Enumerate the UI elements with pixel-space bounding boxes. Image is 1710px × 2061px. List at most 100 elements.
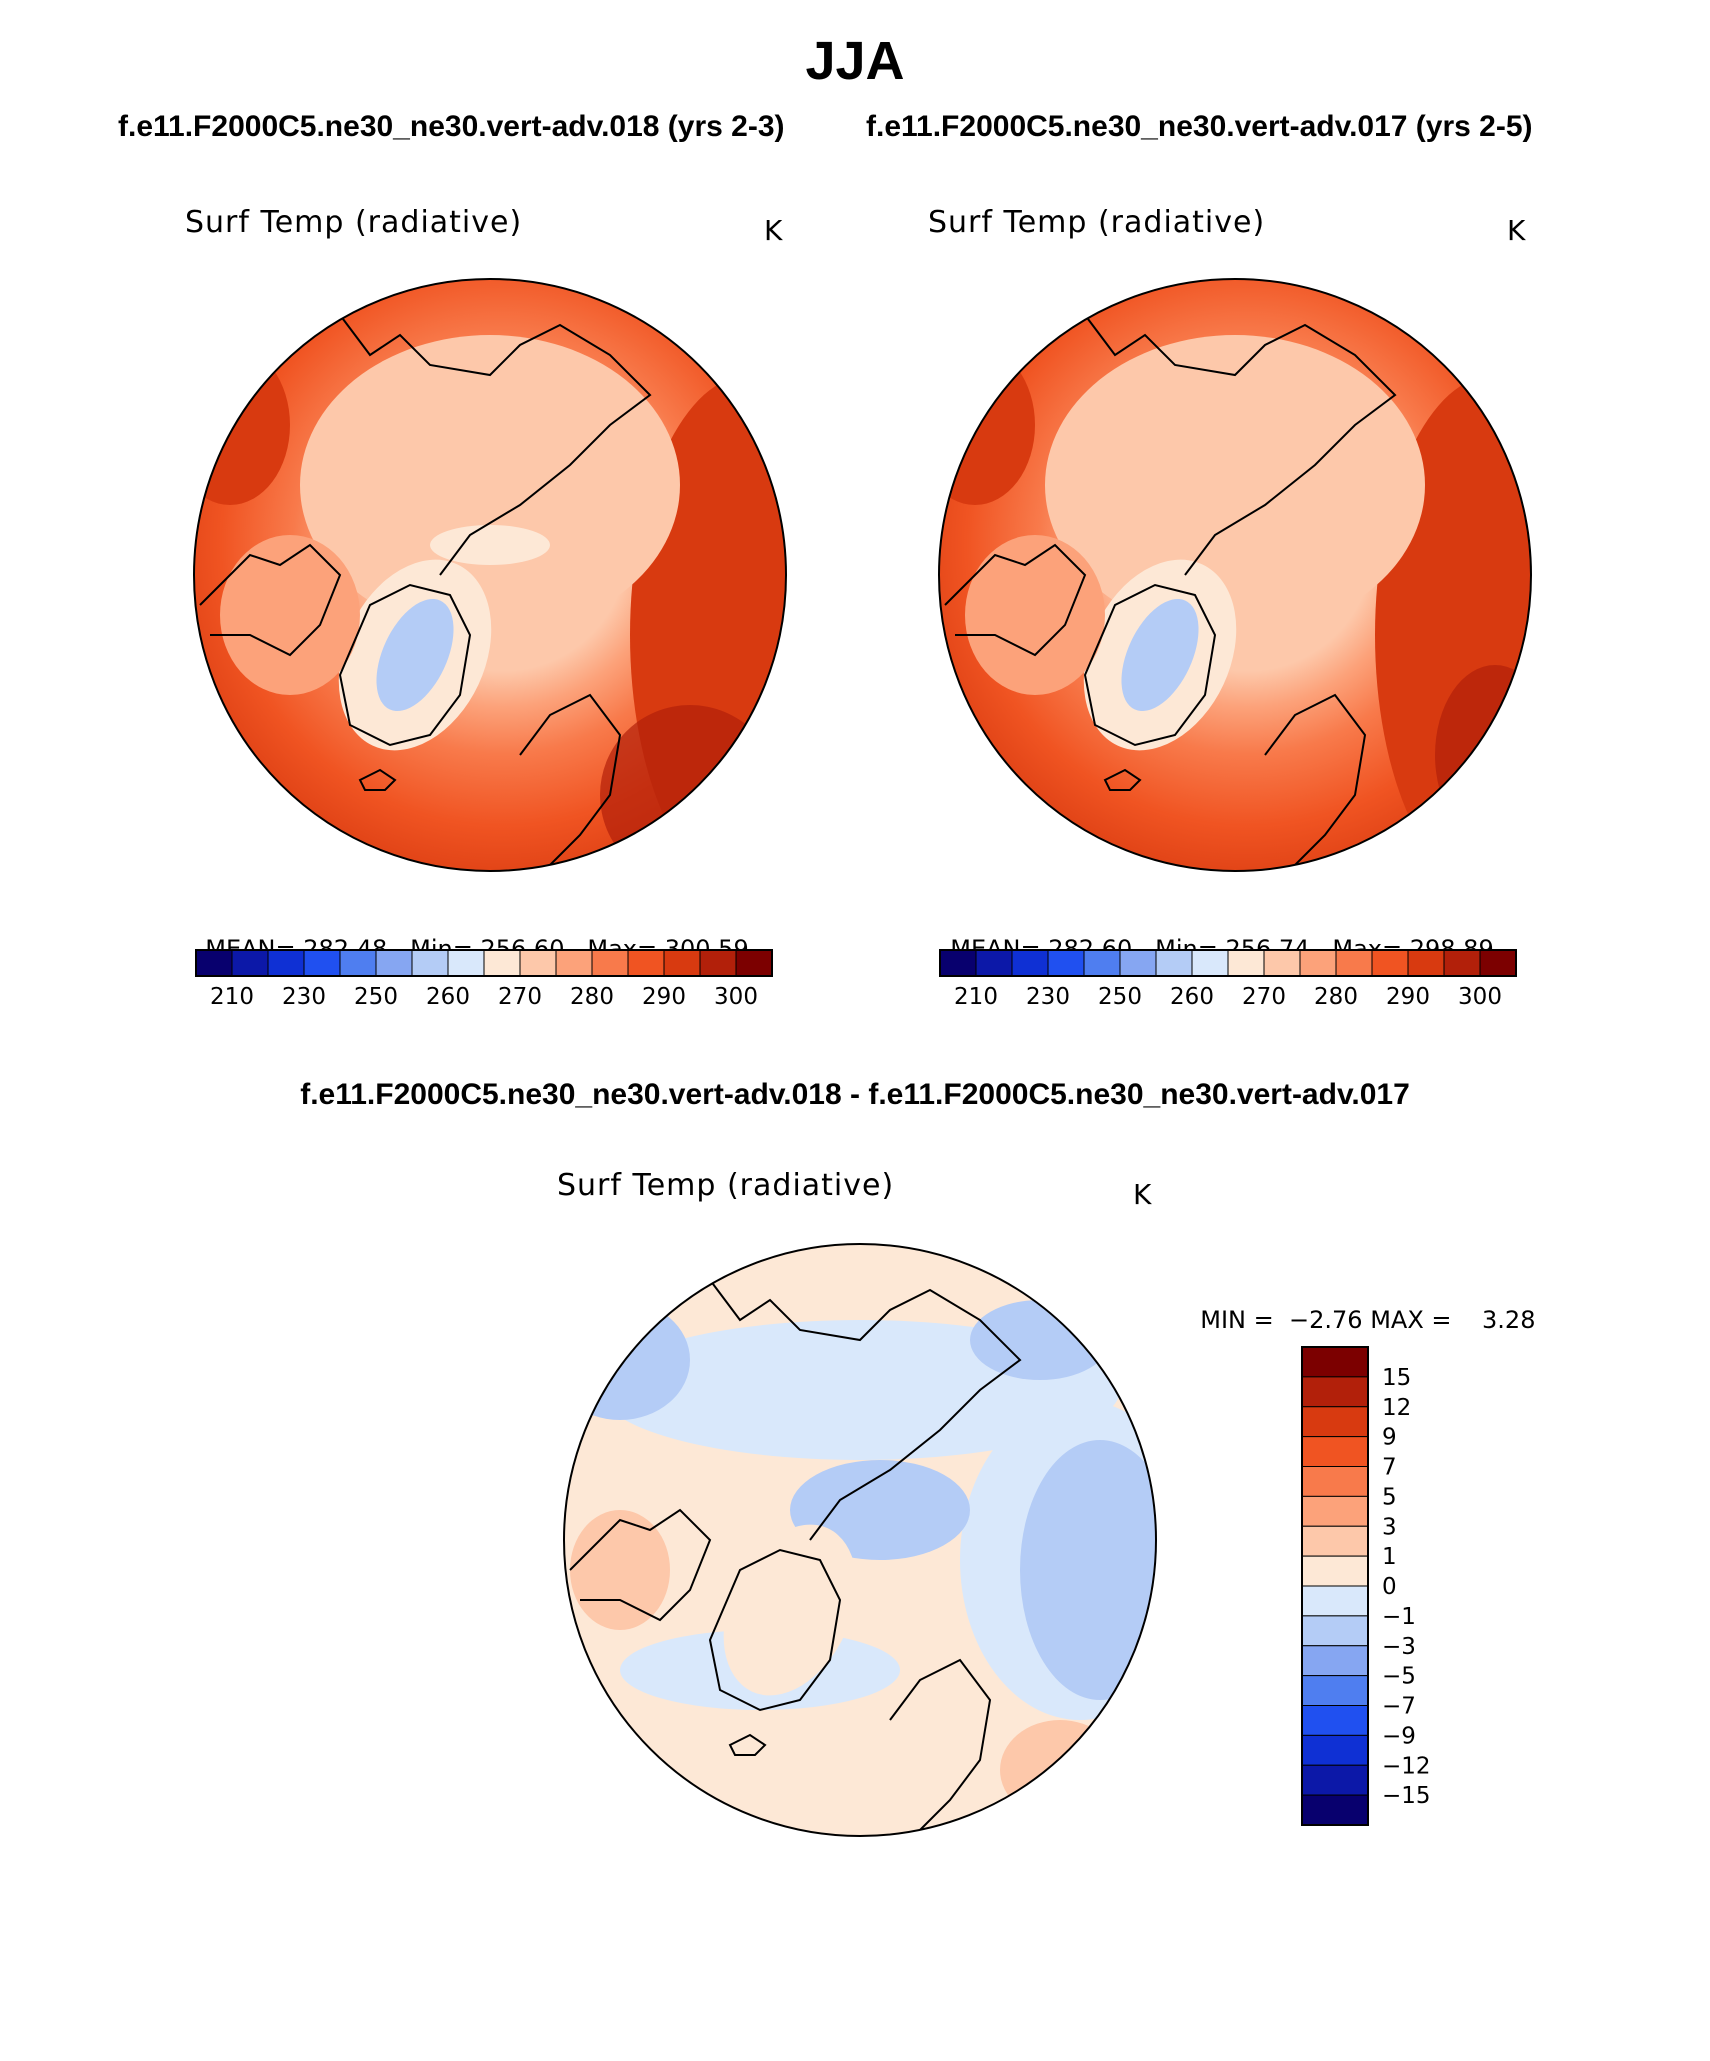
coastline-greenland xyxy=(1083,583,1217,747)
colorbar-right-swatch xyxy=(1335,949,1373,977)
colorbar-left-swatch xyxy=(231,949,269,977)
colorbar-difference-swatch xyxy=(1301,1734,1369,1766)
colorbar-right-swatch xyxy=(1443,949,1481,977)
variable-label-right: Surf Temp (radiative) xyxy=(928,205,1266,240)
colorbar-difference-swatch xyxy=(1301,1794,1369,1826)
colorbar-difference-tick-label: −3 xyxy=(1382,1634,1416,1660)
polar-map-left xyxy=(193,278,787,872)
units-label-diff: K xyxy=(1133,1178,1152,1211)
colorbar-left-swatch xyxy=(375,949,413,977)
coastline-scandinavia xyxy=(1264,693,1367,866)
colorbar-difference-swatch xyxy=(1301,1346,1369,1378)
warm-region-east xyxy=(1375,375,1531,871)
colorbar-right-tick-label: 280 xyxy=(1314,984,1358,1010)
colorbar-difference-tick-label: 0 xyxy=(1382,1574,1397,1600)
polar-map-right xyxy=(938,278,1532,872)
coastline-iceland xyxy=(1103,768,1142,791)
coastline-greenland xyxy=(708,1548,842,1712)
colorbar-right-swatch xyxy=(1263,949,1301,977)
colorbar-left-swatch xyxy=(627,949,665,977)
colorbar-left-tick-label: 230 xyxy=(282,984,326,1010)
colorbar-right-tick-label: 290 xyxy=(1386,984,1430,1010)
colorbar-difference-tick-label: 1 xyxy=(1382,1544,1397,1570)
colorbar-difference-swatch xyxy=(1301,1764,1369,1796)
colorbar-left-swatch xyxy=(555,949,593,977)
colorbar-right-swatch xyxy=(1083,949,1121,977)
colorbar-right-tick-label: 250 xyxy=(1098,984,1142,1010)
colorbar-left-tick-label: 300 xyxy=(714,984,758,1010)
coastline-eurasia xyxy=(1084,314,1397,576)
colorbar-left-frame xyxy=(195,949,773,977)
colorbar-difference-swatch xyxy=(1301,1466,1369,1497)
colorbar-difference-tick-label: 9 xyxy=(1382,1425,1397,1451)
colorbar-left-tick-label: 260 xyxy=(426,984,470,1010)
colorbar-right-tick-label: 210 xyxy=(954,984,998,1010)
diff-min-max: MIN = −2.76 MAX = 3.28 xyxy=(1185,1278,1535,1334)
colorbar-difference-tick-label: −15 xyxy=(1382,1783,1431,1809)
warm-patch-west xyxy=(570,1510,670,1630)
colorbar-right-tick-label: 300 xyxy=(1458,984,1502,1010)
colorbar-difference-tick-label: −7 xyxy=(1382,1694,1416,1720)
colorbar-difference-tick-label: 12 xyxy=(1382,1395,1411,1421)
coastline-canada xyxy=(199,543,342,657)
canada-field xyxy=(220,535,360,695)
colorbar-right-swatch xyxy=(1155,949,1193,977)
colorbar-left-swatch xyxy=(591,949,629,977)
colorbar-difference-tick-label: −5 xyxy=(1382,1664,1416,1690)
coastline-eurasia xyxy=(709,1279,1022,1541)
colorbar-right-tick-label: 230 xyxy=(1026,984,1070,1010)
colorbar-difference-tick-label: −12 xyxy=(1382,1753,1431,1779)
colorbar-difference-swatch xyxy=(1301,1705,1369,1736)
colorbar-right-swatch xyxy=(1119,949,1157,977)
colorbar-left-swatch xyxy=(267,949,305,977)
coastline-canada xyxy=(944,543,1087,657)
colorbar-difference-tick-label: −9 xyxy=(1382,1723,1416,1749)
colorbar-left-swatch xyxy=(303,949,341,977)
coastline-eurasia xyxy=(339,314,652,576)
colorbar-left-swatch xyxy=(483,949,521,977)
colorbar-difference-swatch xyxy=(1301,1675,1369,1706)
colorbar-difference-tick-label: 5 xyxy=(1382,1484,1397,1510)
colorbar-left-tick-label: 270 xyxy=(498,984,542,1010)
units-label-left: K xyxy=(764,214,783,247)
colorbar-difference: 15 12 9 7 5 3 1 0 −1 −3 −5 −7 −9 −12 −15 xyxy=(1301,1346,1431,1826)
colorbar-left-swatch xyxy=(411,949,449,977)
colorbar-right-tick-label: 270 xyxy=(1242,984,1286,1010)
colorbar-left-tick-label: 280 xyxy=(570,984,614,1010)
colorbar-difference-swatch xyxy=(1301,1615,1369,1647)
colorbar-left: 210 230 250 260 270 280 290 300 xyxy=(195,949,773,1010)
variable-label-diff: Surf Temp (radiative) xyxy=(557,1168,895,1203)
colorbar-difference-frame xyxy=(1301,1346,1369,1826)
colorbar-right-swatch xyxy=(1011,949,1049,977)
colorbar-difference-swatch xyxy=(1301,1495,1369,1527)
colorbar-left-swatch xyxy=(519,949,557,977)
coastline-greenland xyxy=(338,583,472,747)
warm-patch-southeast xyxy=(1000,1720,1120,1820)
min-value: −2.76 xyxy=(1289,1306,1363,1334)
map-boundary xyxy=(193,278,787,872)
map-boundary xyxy=(938,278,1532,872)
colorbar-left-swatch xyxy=(699,949,737,977)
colorbar-difference-swatch xyxy=(1301,1525,1369,1557)
colorbar-difference-swatch xyxy=(1301,1406,1369,1438)
colorbar-right-swatch xyxy=(1047,949,1085,977)
colorbar-right-swatch xyxy=(975,949,1013,977)
greenland-ice-field xyxy=(376,598,454,712)
arctic-ocean-field xyxy=(1045,335,1425,635)
min-label: MIN = xyxy=(1200,1306,1274,1334)
canada-field xyxy=(965,535,1105,695)
colorbar-left-swatch xyxy=(195,949,233,977)
colorbar-left-swatch xyxy=(447,949,485,977)
colorbar-right-swatch xyxy=(1407,949,1445,977)
colorbar-right-swatch xyxy=(1371,949,1409,977)
units-label-right: K xyxy=(1507,214,1526,247)
coastline-iceland xyxy=(358,768,397,791)
colorbar-difference-swatch xyxy=(1301,1555,1369,1587)
colorbar-right-swatch xyxy=(1299,949,1337,977)
colorbar-left-swatch xyxy=(735,949,773,977)
colorbar-left-swatch xyxy=(339,949,377,977)
case-title-right: f.e11.F2000C5.ne30_ne30.vert-adv.017 (yr… xyxy=(866,110,1533,143)
coastline-scandinavia xyxy=(519,693,622,866)
max-value: 3.28 xyxy=(1482,1306,1536,1334)
coastline-scandinavia xyxy=(889,1658,992,1831)
